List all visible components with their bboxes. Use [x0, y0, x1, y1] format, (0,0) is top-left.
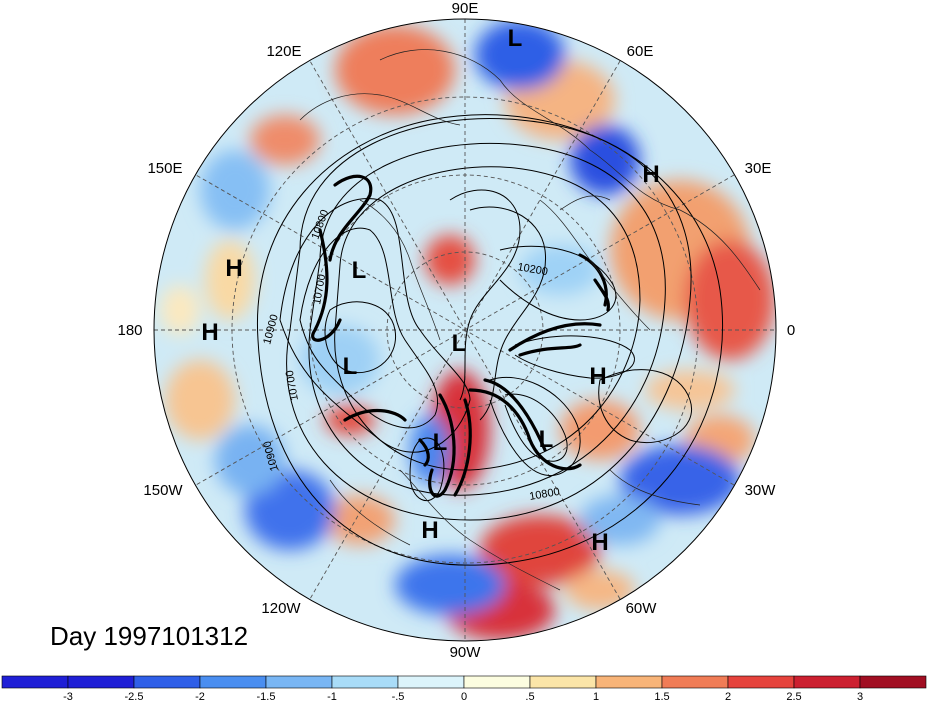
- colorbar-tick-label: 1: [593, 691, 599, 702]
- coastlines: [299, 49, 761, 591]
- date-label: Day 1997101312: [50, 621, 248, 651]
- colorbar-box: [661, 675, 729, 689]
- longitude-labels: 90E 60E 30E 0 30W 60W 90W 120W 150W 180 …: [117, 0, 795, 661]
- low-center: L: [352, 257, 367, 284]
- low-center: L: [452, 330, 467, 357]
- colorbar-box: [1, 675, 69, 689]
- lon-label-120e: 120E: [266, 43, 301, 60]
- pressure-centers: L H H L H L L H L L H H: [201, 25, 659, 556]
- map-border: [153, 18, 777, 642]
- lon-label-150w: 150W: [143, 482, 183, 499]
- colorbar-box: [463, 675, 531, 689]
- lon-label-30e: 30E: [745, 160, 772, 177]
- colorbar-tick-label: 1.5: [654, 691, 669, 702]
- colorbar-box: [529, 675, 597, 689]
- lon-label-90w: 90W: [450, 644, 482, 661]
- high-center: H: [421, 517, 438, 544]
- colorbar-box: [199, 675, 267, 689]
- lon-label-120w: 120W: [261, 600, 301, 617]
- lon-label-150e: 150E: [147, 160, 182, 177]
- low-center: L: [508, 25, 523, 52]
- colorbar-box: [793, 675, 861, 689]
- colorbar-box: [727, 675, 795, 689]
- colorbar-tick-label: -3: [63, 691, 73, 702]
- low-center: L: [539, 426, 554, 453]
- graticule: [154, 19, 776, 641]
- colorbar-box: [859, 675, 927, 689]
- high-center: H: [201, 319, 218, 346]
- lon-label-60e: 60E: [627, 43, 654, 60]
- jet-streaks: [311, 174, 611, 498]
- colorbar: -3 -2.5 -2 -1.5 -1 -.5 0 .5 1 1.5 2 2.5 3: [1, 675, 927, 702]
- lon-label-0: 0: [787, 322, 795, 339]
- colorbar-box: [397, 675, 465, 689]
- contour-label: 10700: [311, 273, 328, 305]
- colorbar-box: [265, 675, 333, 689]
- high-center: H: [642, 161, 659, 188]
- contour-label: 10800: [528, 486, 560, 503]
- colorbar-tick-label: -2: [195, 691, 205, 702]
- contour-label: 10200: [516, 261, 548, 278]
- colorbar-tick-label: 0: [461, 691, 467, 702]
- lon-label-90e: 90E: [452, 0, 479, 17]
- lon-label-30w: 30W: [745, 482, 777, 499]
- colorbar-box: [331, 675, 399, 689]
- colorbar-tick-label: .5: [525, 691, 534, 702]
- contour-label: 10700: [284, 369, 301, 401]
- low-center: L: [343, 353, 358, 380]
- colorbar-box: [67, 675, 135, 689]
- colorbar-tick-label: -.5: [392, 691, 405, 702]
- colorbar-tick-label: 2: [725, 691, 731, 702]
- high-center: H: [591, 529, 608, 556]
- low-center: L: [433, 429, 448, 456]
- lon-label-180: 180: [117, 322, 142, 339]
- colorbar-tick-label: 2.5: [786, 691, 801, 702]
- colorbar-tick-label: -1: [327, 691, 337, 702]
- height-contours: [256, 114, 724, 566]
- colorbar-tick-label: -2.5: [125, 691, 144, 702]
- colorbar-box: [133, 675, 201, 689]
- high-center: H: [589, 363, 606, 390]
- colorbar-tick-label: 3: [857, 691, 863, 702]
- high-center: H: [225, 255, 242, 282]
- colorbar-box: [595, 675, 663, 689]
- lon-label-60w: 60W: [626, 600, 658, 617]
- colorbar-tick-label: -1.5: [257, 691, 276, 702]
